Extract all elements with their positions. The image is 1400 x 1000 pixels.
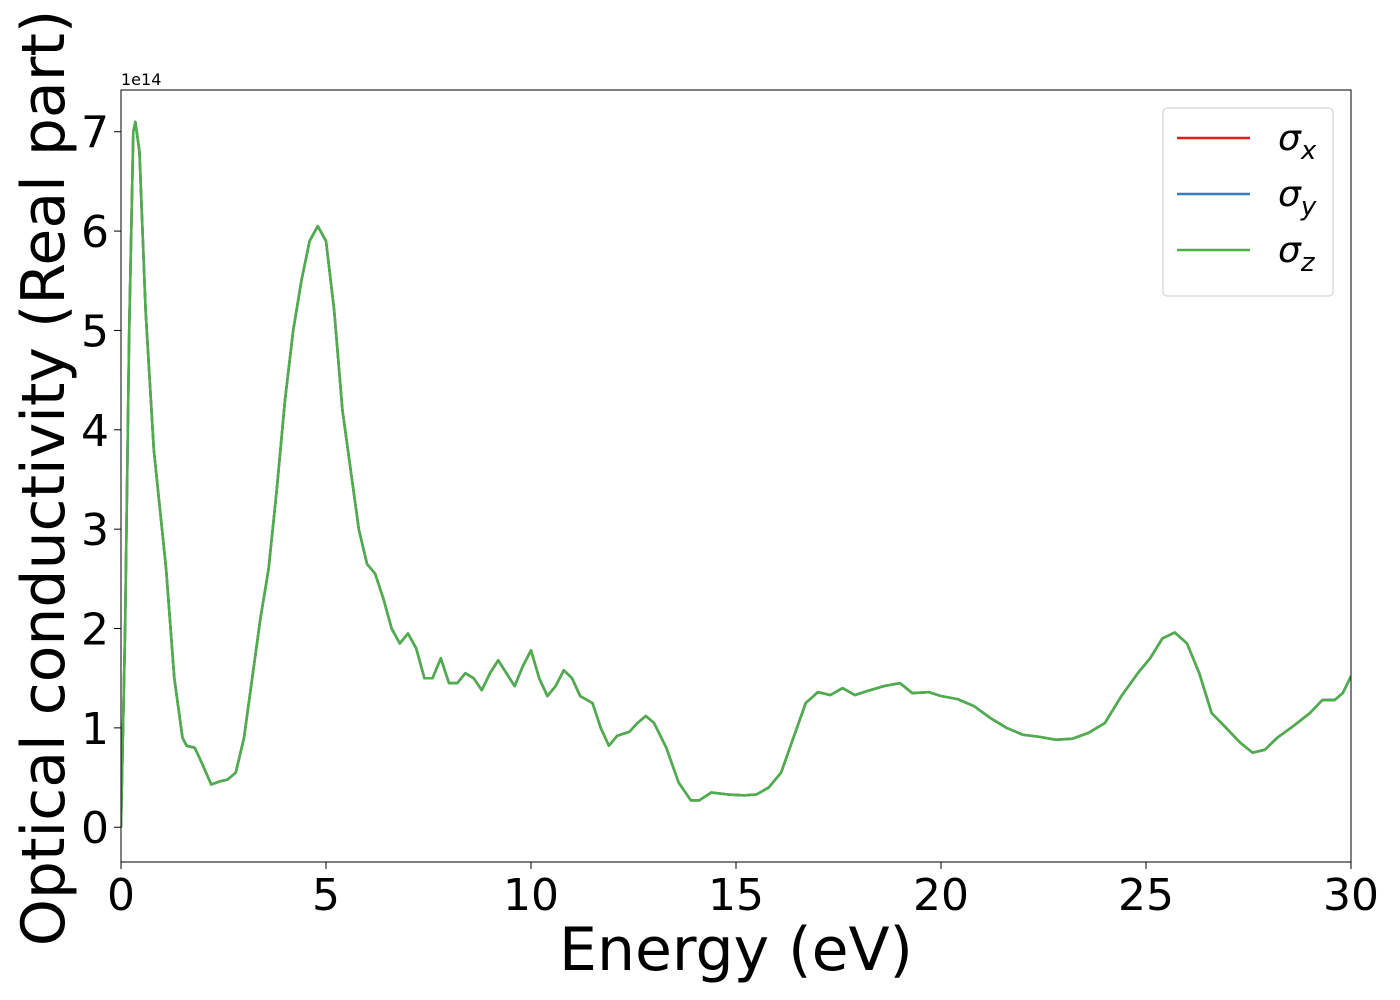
x-tick-label: 10 bbox=[503, 870, 559, 921]
y-axis-label: Optical conductivity (Real part) bbox=[9, 10, 79, 947]
plot-frame bbox=[120, 89, 1352, 863]
x-tick-label: 20 bbox=[913, 870, 969, 921]
x-tick-label: 15 bbox=[708, 870, 764, 921]
series-line bbox=[121, 120, 1351, 828]
y-tick-label: 0 bbox=[81, 803, 109, 854]
y-tick-label: 2 bbox=[81, 605, 109, 656]
y-tick-label: 6 bbox=[81, 207, 109, 258]
y-offset-label: 1e14 bbox=[121, 70, 161, 89]
legend-label: σy bbox=[1278, 174, 1317, 222]
y-tick-label: 3 bbox=[81, 505, 109, 556]
x-tick-label: 0 bbox=[107, 870, 135, 921]
x-axis-label: Energy (eV) bbox=[559, 915, 913, 985]
x-tick-label: 5 bbox=[312, 870, 340, 921]
x-tick-label: 25 bbox=[1118, 870, 1174, 921]
legend-label: σx bbox=[1278, 118, 1317, 166]
y-tick-label: 7 bbox=[81, 108, 109, 159]
x-tick-label: 30 bbox=[1323, 870, 1379, 921]
legend-label: σz bbox=[1278, 230, 1316, 278]
y-tick-label: 5 bbox=[81, 306, 109, 357]
y-tick-label: 4 bbox=[81, 406, 109, 457]
y-tick-label: 1 bbox=[81, 704, 109, 755]
